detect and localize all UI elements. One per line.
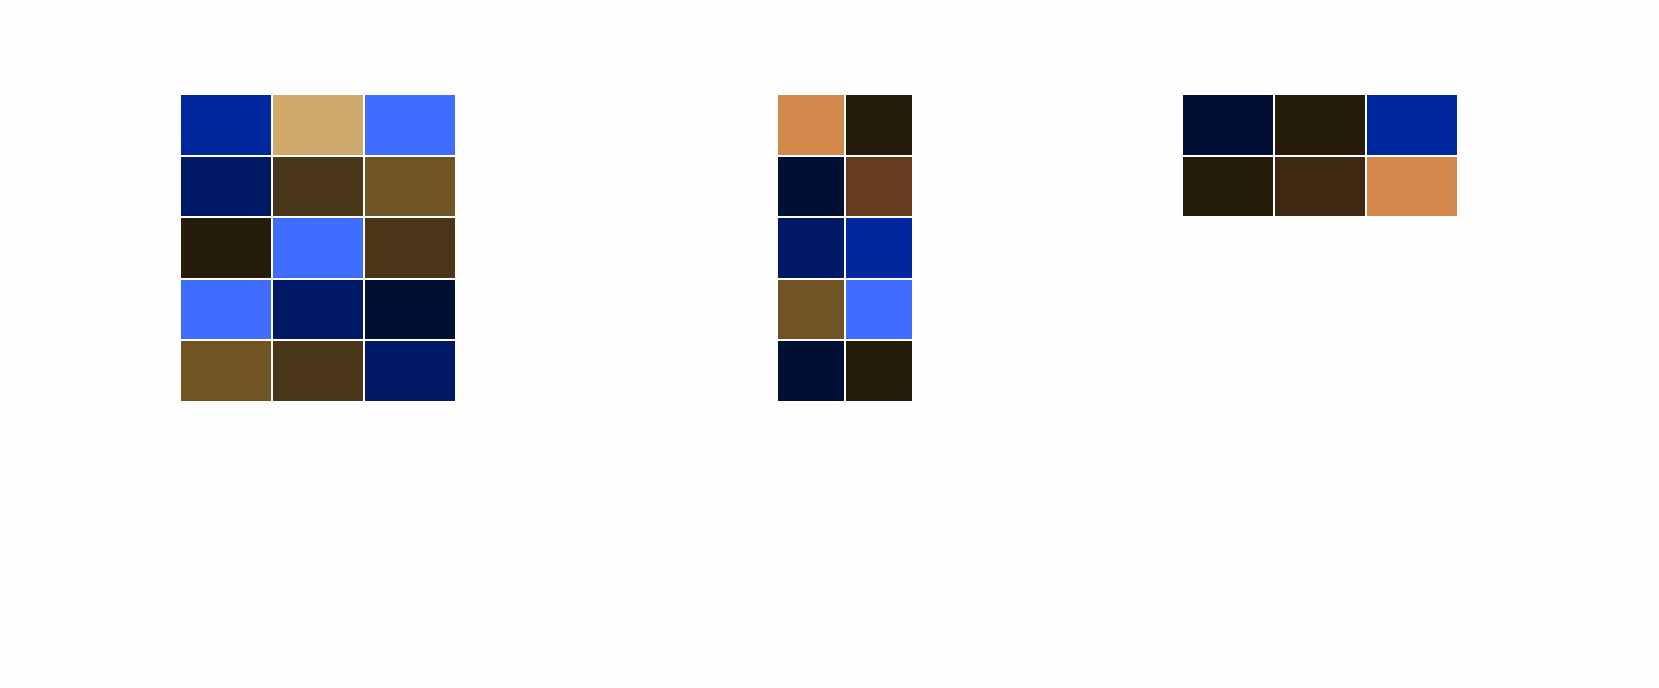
color-swatch <box>846 279 912 339</box>
color-swatch <box>273 95 363 155</box>
color-swatch <box>1275 95 1365 155</box>
color-swatch <box>846 218 912 278</box>
color-swatch <box>273 341 363 401</box>
color-swatch <box>365 279 455 339</box>
swatch-grid-left <box>181 95 455 401</box>
color-swatch <box>365 218 455 278</box>
color-swatch <box>1367 156 1457 216</box>
color-swatch <box>778 156 844 216</box>
color-swatch <box>181 218 271 278</box>
color-swatch <box>778 341 844 401</box>
color-swatch <box>1367 95 1457 155</box>
color-swatch <box>1183 95 1273 155</box>
color-swatch <box>846 95 912 155</box>
color-swatch <box>846 156 912 216</box>
swatch-grid-middle <box>778 95 912 401</box>
color-swatch <box>778 218 844 278</box>
color-swatch <box>273 279 363 339</box>
color-swatch <box>778 279 844 339</box>
color-swatch <box>365 95 455 155</box>
color-swatch <box>181 279 271 339</box>
color-swatch <box>181 95 271 155</box>
color-swatch <box>181 341 271 401</box>
color-swatch <box>273 156 363 216</box>
color-swatch <box>1275 156 1365 216</box>
color-swatch <box>778 95 844 155</box>
color-swatch <box>181 156 271 216</box>
color-swatch <box>365 156 455 216</box>
color-swatch <box>846 341 912 401</box>
color-swatch <box>273 218 363 278</box>
color-swatch <box>365 341 455 401</box>
swatch-grid-right <box>1183 95 1457 216</box>
color-swatch <box>1183 156 1273 216</box>
